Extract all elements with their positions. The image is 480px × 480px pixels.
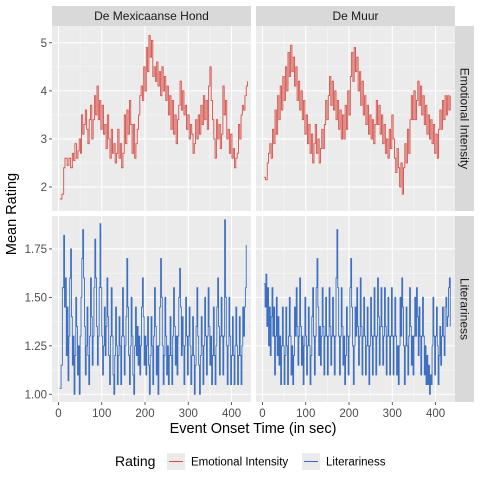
series-line-muur-lit: [263, 229, 451, 395]
x-tick-label: 400: [222, 408, 241, 420]
series-line-muur-emo: [263, 44, 451, 195]
x-axis-title: Event Onset Time (in sec): [170, 421, 337, 437]
y-tick-label: 1.25: [25, 341, 47, 353]
x-tick-label: 200: [339, 408, 358, 420]
y-axis-title: Mean Rating: [4, 173, 20, 255]
strip-label-column: De Mexicaanse Hond: [94, 9, 209, 23]
strip-col-0: [52, 6, 251, 26]
y-tick-label: 3: [41, 134, 47, 146]
x-tick-label: 300: [383, 408, 402, 420]
legend-title: Rating: [115, 453, 155, 469]
strip-row-1: [455, 216, 474, 402]
x-tick-label: 100: [296, 408, 315, 420]
y-tick-label: 2: [41, 182, 47, 194]
y-tick-label: 4: [41, 86, 48, 98]
strip-label-row: Emotional Intensity: [458, 68, 472, 169]
x-tick-label: 0: [259, 408, 265, 420]
strip-label-row: Literariness: [458, 278, 472, 340]
y-tick-label: 1.00: [25, 389, 47, 401]
x-tick-label: 400: [426, 408, 445, 420]
series-line-mex-lit: [59, 219, 247, 395]
x-tick-label: 0: [55, 408, 61, 420]
y-tick-label: 5: [41, 38, 47, 50]
y-tick-label: 1.75: [25, 244, 47, 256]
strip-col-1: [256, 6, 455, 26]
strip-label-column: De Muur: [332, 9, 378, 23]
series-line-mex-emo: [59, 35, 248, 200]
legend-label-1: Literariness: [326, 457, 386, 469]
x-tick-label: 100: [92, 408, 111, 420]
strip-row-0: [455, 26, 474, 211]
x-tick-label: 300: [179, 408, 198, 420]
x-tick-label: 200: [135, 408, 154, 420]
legend-label-0: Emotional Intensity: [191, 457, 288, 469]
y-tick-label: 1.50: [25, 292, 47, 304]
